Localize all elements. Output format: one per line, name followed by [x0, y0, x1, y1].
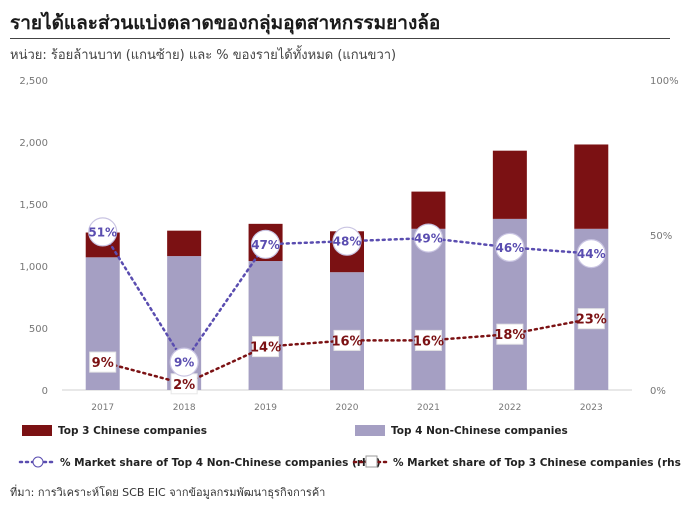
non-chinese-share-label: 49%: [414, 232, 443, 246]
chinese-share-marker: [496, 323, 524, 345]
y-left-tick-label: 2,000: [19, 138, 48, 149]
page-subtitle: หน่วย: ร้อยล้านบาท (แกนซ้าย) และ % ของรา…: [10, 48, 397, 63]
chinese-share-marker: [89, 351, 117, 373]
x-tick-label: 2020: [336, 403, 359, 413]
source-note: ที่มา: การวิเคราะห์โดย SCB EIC จากข้อมูล…: [10, 486, 326, 499]
non-chinese-share-marker: [250, 229, 281, 259]
bar-chinese: [492, 150, 527, 219]
legend-label-chinese-bar: Top 3 Chinese companies: [58, 425, 207, 437]
page-title: รายได้และส่วนแบ่งตลาดของกลุ่มอุตสาหกรรมย…: [10, 12, 441, 34]
chinese-share-label: 18%: [494, 328, 525, 343]
legend-swatch-chinese-marker: [365, 455, 378, 468]
x-tick-label: 2017: [91, 403, 114, 413]
x-tick-label: 2023: [580, 403, 603, 413]
non-chinese-share-marker: [332, 226, 362, 256]
non-chinese-share-marker: [169, 347, 199, 377]
chinese-share-label: 16%: [413, 334, 444, 349]
x-tick-label: 2018: [173, 403, 196, 413]
bar-chinese: [167, 230, 202, 257]
title-divider: [10, 38, 670, 39]
legend-swatch-non-chinese-marker: [32, 456, 44, 468]
chinese-share-label: 14%: [250, 341, 281, 356]
chinese-share-marker: [577, 308, 605, 330]
legend-swatch-non-chinese-bar: [355, 425, 385, 436]
chinese-share-marker: [252, 336, 280, 358]
non-chinese-share-label: 47%: [251, 238, 280, 252]
chart-area: 0 500 1,000 1,500 2,000 2,500 0% 50% 100% 2017 201…: [18, 76, 681, 469]
chinese-share-marker: [333, 329, 361, 351]
non-chinese-share-marker: [495, 232, 525, 262]
chinese-share-label: 2%: [173, 378, 195, 393]
bar-non-chinese: [411, 228, 446, 390]
legend-label-non-chinese-bar: Top 4 Non-Chinese companies: [391, 425, 568, 437]
x-tick-label: 2022: [498, 403, 521, 413]
non-chinese-share-marker: [88, 217, 118, 247]
non-chinese-share-label: 46%: [495, 241, 524, 255]
y-left-tick-label: 2,500: [19, 76, 48, 87]
x-tick-label: 2021: [417, 403, 440, 413]
y-left-tick-label: 500: [29, 324, 48, 335]
y-left-tick-label: 0: [42, 386, 48, 397]
y-right-tick-label: 0%: [650, 386, 666, 397]
chinese-share-marker: [414, 329, 442, 351]
y-right-tick-label: 100%: [650, 76, 679, 87]
non-chinese-share-label: 44%: [577, 247, 606, 261]
non-chinese-share-marker: [576, 239, 606, 269]
legend-label-non-chinese-line: % Market share of Top 4 Non-Chinese comp…: [60, 457, 381, 469]
bar-non-chinese: [248, 261, 283, 390]
chinese-share-label: 16%: [331, 334, 362, 349]
chinese-share-label: 23%: [576, 313, 607, 328]
legend-swatch-chinese-bar: [22, 425, 52, 436]
x-tick-label: 2019: [254, 403, 277, 413]
bar-chinese: [411, 191, 446, 229]
y-right-tick-label: 50%: [650, 231, 672, 242]
non-chinese-share-label: 9%: [174, 356, 194, 370]
y-left-tick-label: 1,000: [19, 262, 48, 273]
bar-chinese: [574, 144, 609, 229]
chinese-share-label: 9%: [92, 356, 114, 371]
non-chinese-share-label: 51%: [88, 225, 117, 239]
legend-label-chinese-line: % Market share of Top 3 Chinese companie…: [393, 457, 681, 469]
non-chinese-share-marker: [413, 223, 444, 253]
y-left-tick-label: 1,500: [19, 200, 48, 211]
non-chinese-share-label: 48%: [333, 235, 362, 249]
